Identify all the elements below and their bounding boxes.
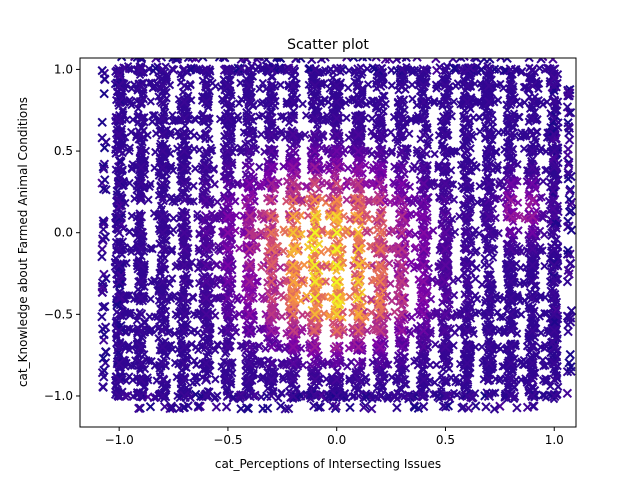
scatter-point <box>160 139 169 148</box>
scatter-point <box>395 270 405 279</box>
scatter-point <box>380 351 389 361</box>
scatter-point <box>204 97 213 107</box>
scatter-point <box>243 301 253 311</box>
scatter-point <box>394 364 404 374</box>
scatter-point <box>396 277 405 286</box>
scatter-point <box>266 121 276 130</box>
scatter-point <box>393 138 402 148</box>
scatter-point <box>180 154 190 163</box>
scatter-point <box>398 122 408 131</box>
scatter-point <box>154 334 163 343</box>
scatter-point <box>137 252 146 261</box>
scatter-point <box>224 186 233 196</box>
scatter-point <box>227 137 237 146</box>
scatter-point <box>375 300 384 310</box>
scatter-point <box>397 301 406 311</box>
scatter-point <box>118 140 127 149</box>
scatter-point <box>307 74 317 83</box>
scatter-point <box>136 148 146 158</box>
scatter-point <box>286 249 296 259</box>
scatter-point <box>245 219 255 228</box>
scatter-point <box>307 365 317 375</box>
scatter-point <box>158 193 167 202</box>
scatter-point <box>157 172 166 181</box>
scatter-point <box>378 168 388 177</box>
scatter-point <box>203 317 213 326</box>
scatter-point <box>328 204 337 213</box>
scatter-point <box>395 318 404 327</box>
scatter-point <box>308 326 318 335</box>
scatter-point <box>310 251 319 260</box>
scatter-point <box>156 368 165 377</box>
scatter-point <box>177 321 186 330</box>
scatter-point <box>177 366 187 375</box>
scatter-point <box>249 350 258 359</box>
scatter-point <box>380 91 389 101</box>
scatter-point <box>111 317 120 327</box>
scatter-point <box>160 318 169 327</box>
scatter-point <box>249 140 258 149</box>
scatter-point <box>198 76 208 85</box>
scatter-point <box>161 236 171 245</box>
scatter-point <box>224 253 233 262</box>
scatter-point <box>221 349 230 358</box>
scatter-point <box>223 384 232 393</box>
scatter-point <box>306 317 316 327</box>
scatter-point <box>223 268 232 277</box>
scatter-point <box>394 219 404 228</box>
scatter-point <box>155 239 165 248</box>
scatter-point <box>292 169 302 179</box>
scatter-point <box>350 203 359 212</box>
scatter-point <box>335 382 345 391</box>
scatter-point <box>378 382 388 391</box>
chart-title: Scatter plot <box>287 37 369 53</box>
scatter-point <box>371 104 381 113</box>
scatter-point <box>161 383 170 392</box>
scatter-point <box>290 318 299 328</box>
scatter-point <box>246 89 255 98</box>
scatter-point <box>263 169 272 179</box>
scatter-point <box>358 356 367 366</box>
scatter-point <box>357 366 366 375</box>
scatter-point <box>356 119 366 128</box>
scatter-point <box>265 318 274 327</box>
scatter-point <box>400 169 409 179</box>
scatter-point <box>118 105 128 115</box>
scatter-point <box>379 185 388 194</box>
scatter-points <box>97 58 576 414</box>
scatter-point <box>223 302 233 312</box>
scatter-point <box>226 103 236 112</box>
scatter-point <box>328 90 338 99</box>
scatter-point <box>204 155 214 165</box>
scatter-point <box>372 384 382 393</box>
scatter-point <box>379 319 389 328</box>
scatter-point <box>179 237 189 246</box>
scatter-point <box>132 316 142 325</box>
scatter-point <box>227 91 236 100</box>
scatter-point <box>266 107 276 116</box>
scatter-point <box>219 75 228 84</box>
scatter-point <box>328 186 338 196</box>
